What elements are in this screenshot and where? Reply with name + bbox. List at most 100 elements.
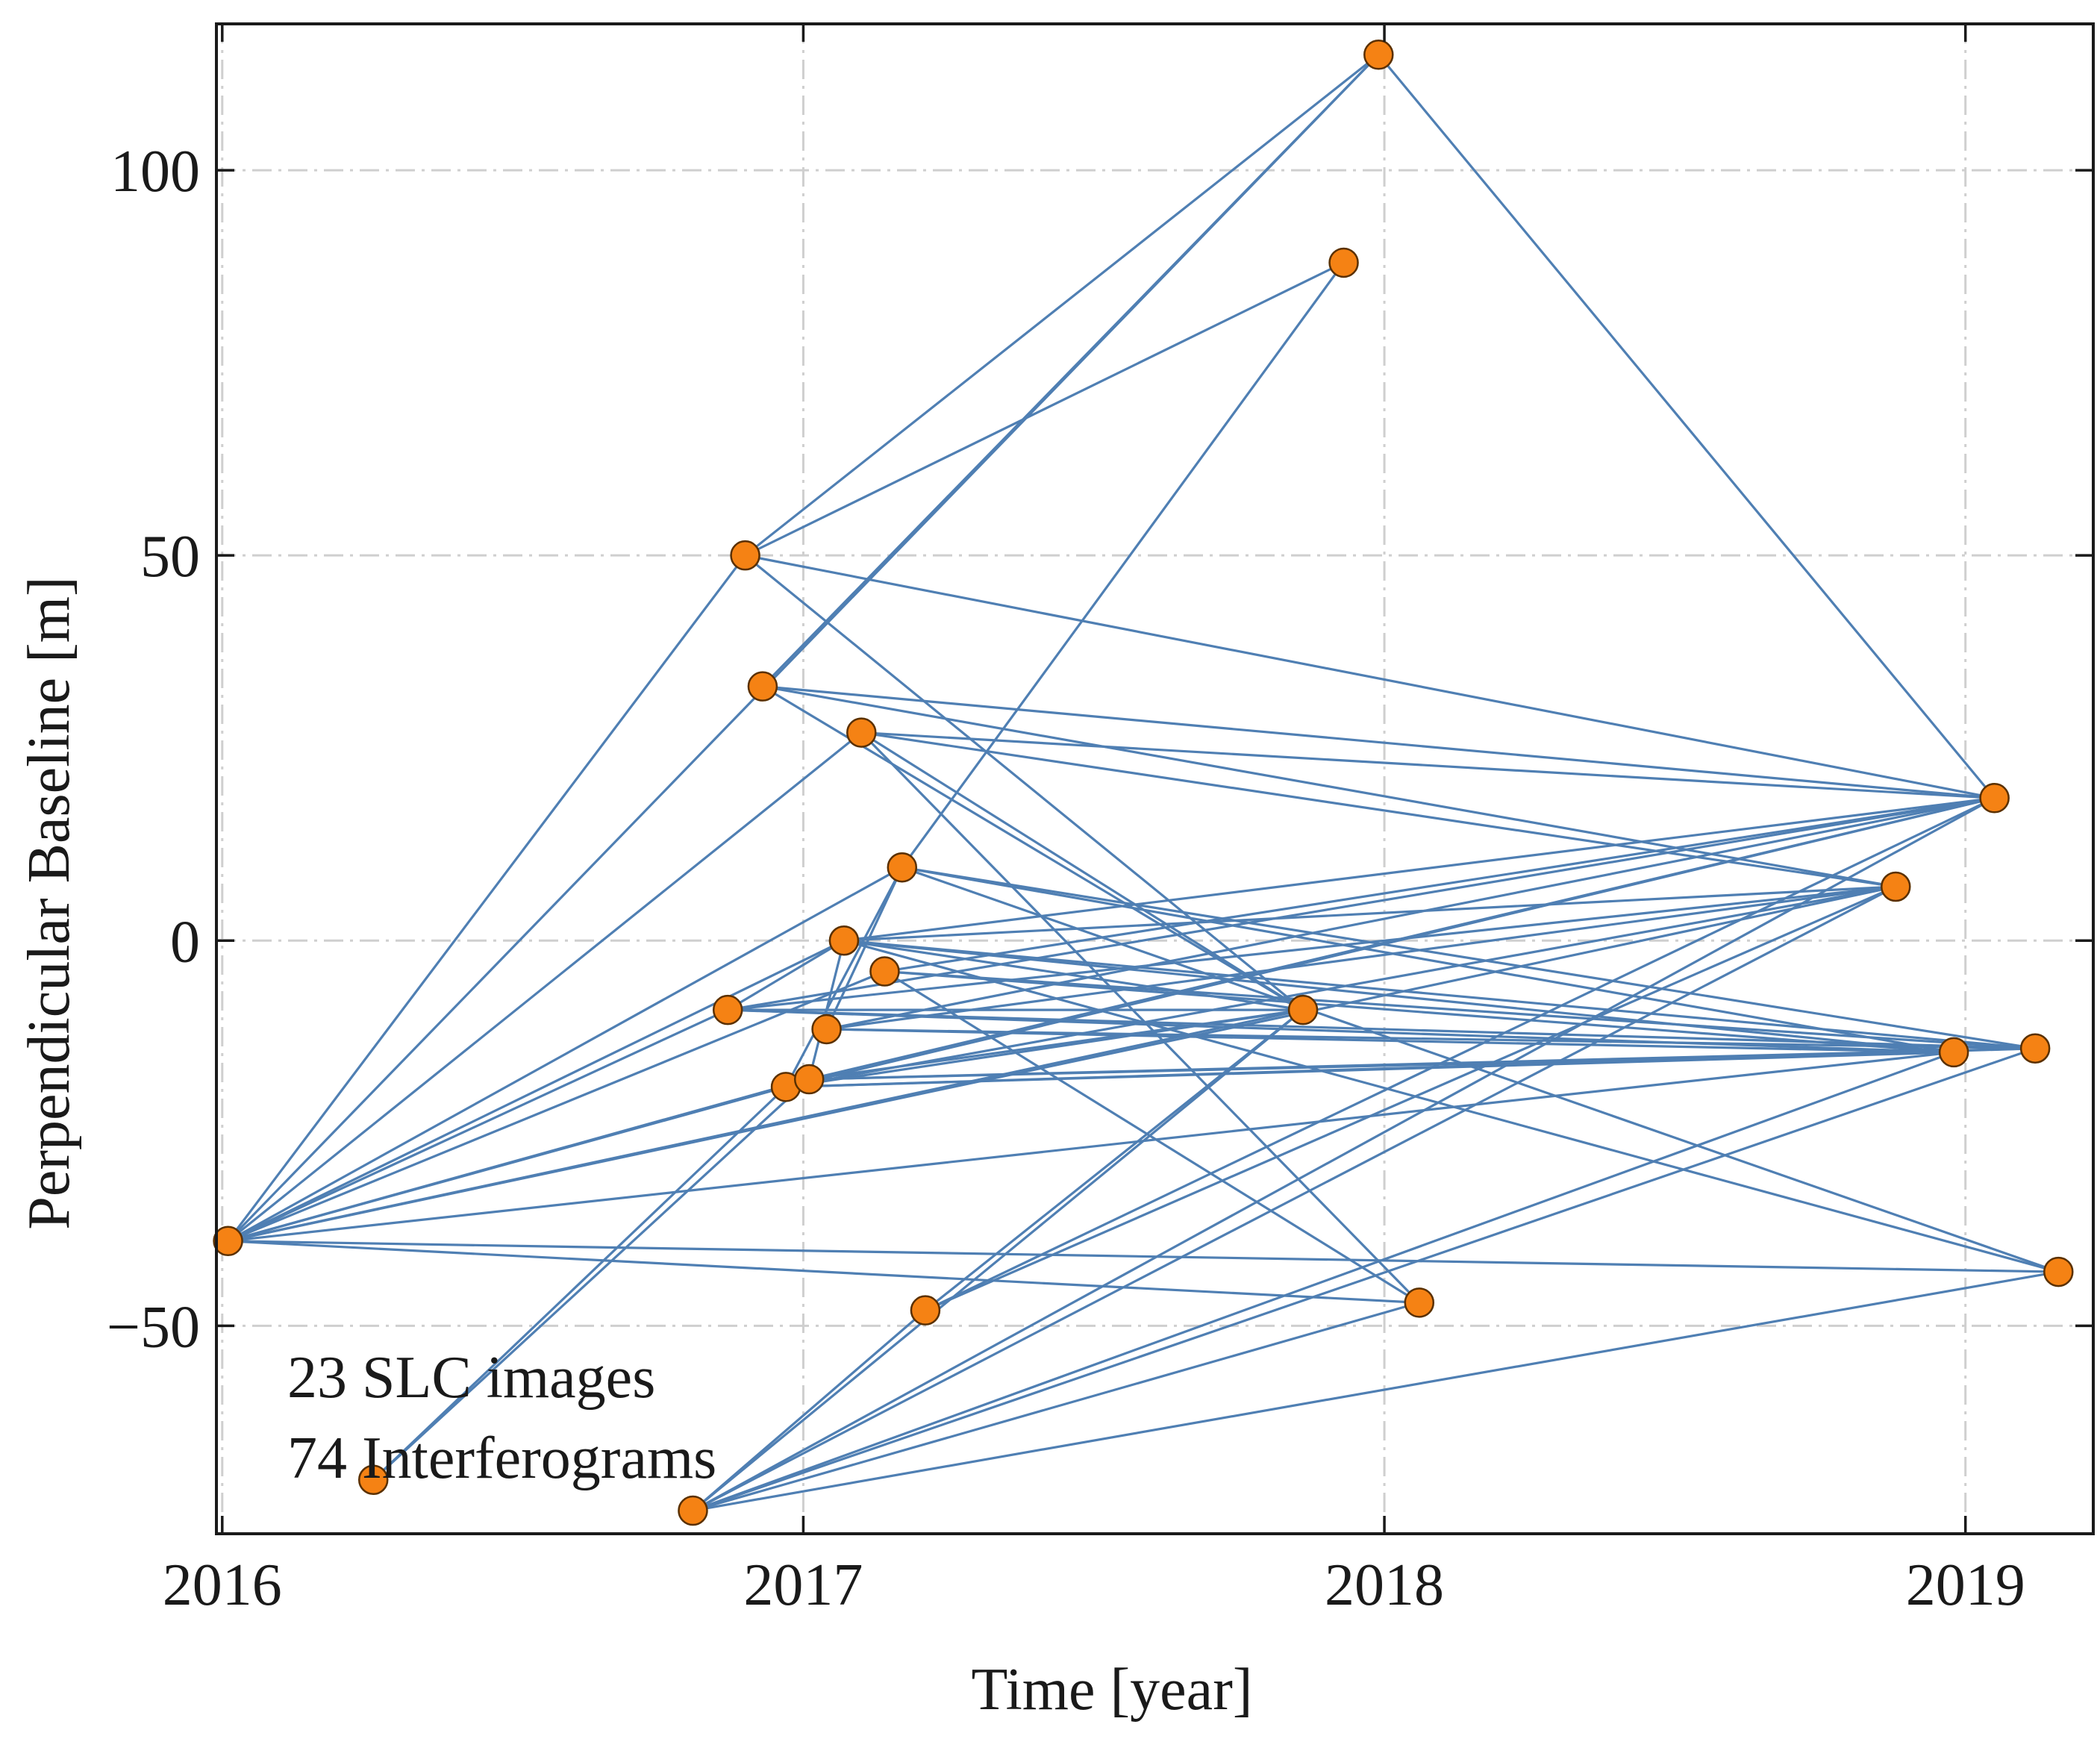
interferogram-edge [861,731,1896,888]
interferogram-edge [784,867,904,1088]
interferogram-edge [925,796,1996,1312]
interferogram-edge [228,1008,1304,1243]
slc-image-point [1328,247,1359,278]
interferogram-edge [228,1240,1419,1304]
interferogram-edge [727,939,845,1011]
interferogram-edge [808,1008,1304,1081]
y-tick-label: −50 [107,1294,200,1360]
interferogram-edge [227,970,886,1243]
interferogram-edge [861,731,1995,799]
interferogram-edge [228,1078,810,1243]
interferogram-edge [884,970,1420,1304]
y-tick-label: 50 [140,524,200,590]
interferogram-edge [843,939,2036,1050]
slc-image-point [1881,871,1911,902]
slc-image-point [2043,1256,2074,1287]
interferogram-edge [826,1028,2036,1050]
interferogram-edge [884,970,1954,1054]
interferogram-edge [843,939,1954,1054]
interferogram-edge [692,1309,926,1512]
slc-image-point [747,671,778,702]
interferogram-edge [860,731,1304,1011]
slc-image-point [2019,1033,2051,1064]
y-axis-title: Perpendicular Baseline [m] [16,576,82,1229]
interferogram-edge [227,555,746,1242]
interferogram-edge [925,885,1896,1312]
interferogram-edge [762,685,1995,799]
interferogram-edge [901,866,2059,1273]
interferogram-edge [227,731,863,1243]
axis-ticks [216,24,2093,1534]
slc-image-point [869,956,900,987]
x-tick-labels: 2016 2017 2018 2019 [163,1552,2025,1618]
slc-image-point [846,717,877,748]
interferogram-edge [744,261,1345,557]
interferogram-edge [744,54,1380,557]
x-tick-label: 2019 [1906,1552,2025,1618]
slc-image-point [828,925,860,956]
slc-image-point [910,1295,941,1326]
interferogram-edge [228,1240,2059,1273]
interferogram-edge [693,1301,1420,1512]
interferogram-edge [692,796,1996,1512]
slc-image-point [213,1226,243,1257]
interferogram-edge [692,1008,1304,1512]
slc-image-point [712,994,743,1025]
interferogram-edge [1378,54,1996,799]
interferogram-edge [884,796,1995,973]
interferogram-edge [761,54,1380,687]
plot-frame [215,22,2095,1535]
interferogram-edge [843,796,1995,942]
interferogram-edge [762,685,1896,888]
interferogram-edge [826,796,1995,1031]
slc-image-point [678,1495,708,1526]
interferogram-edge [808,796,1996,1081]
slc-image-point [887,852,918,883]
slc-image-point [1979,783,2010,814]
interferogram-edge [901,262,1345,869]
x-tick-label: 2016 [163,1552,282,1618]
interferogram-edge [227,1008,728,1243]
x-tick-label: 2018 [1325,1552,1444,1618]
interferogram-edge [807,940,846,1080]
interferogram-edge [924,1008,1304,1311]
interferogram-edge [785,885,1896,1088]
interferogram-edge [843,939,2059,1273]
slc-image-point [357,1464,389,1495]
interferogram-edge [826,885,1896,1031]
interferogram-edge [860,731,1420,1304]
slc-image-point [793,1064,825,1095]
x-tick-label: 2017 [743,1552,863,1618]
slc-image-point [811,1014,842,1045]
grid-lines [216,24,2093,1534]
slc-image-point [1363,40,1394,70]
y-tick-label: 0 [170,909,200,975]
interferogram-edge [809,1047,2036,1081]
interferogram-edge [825,867,904,1030]
slc-image-point [1287,994,1319,1025]
y-tick-label: 100 [110,139,200,205]
slc-count-annotation: 23 SLC images [287,1345,655,1411]
interferogram-edge [843,885,1896,942]
y-tick-labels: −50 0 50 100 [107,139,200,1360]
interferogram-edge [728,885,1896,1011]
interferogram-edge [884,970,2036,1050]
interferogram-edge [693,1270,2059,1512]
interferogram-edge [692,1051,1954,1512]
interferogram-edge [744,554,1304,1011]
interferogram-edge [692,1047,2036,1512]
interferogram-edge [372,1078,810,1481]
interferogram-edge [227,866,903,1243]
interferogram-edge [228,1051,1954,1243]
slc-image-points [213,40,2074,1526]
interferogram-edge [692,885,1896,1512]
interferogram-edges [227,54,2059,1512]
interferogram-edge [901,866,2036,1050]
interferogram-edge [901,866,1954,1054]
interferogram-edge [745,554,1995,799]
interferogram-count-annotation: 74 Interferograms [287,1426,716,1491]
interferogram-edge [227,939,845,1243]
slc-image-point [730,540,760,571]
slc-image-point [1404,1287,1435,1318]
